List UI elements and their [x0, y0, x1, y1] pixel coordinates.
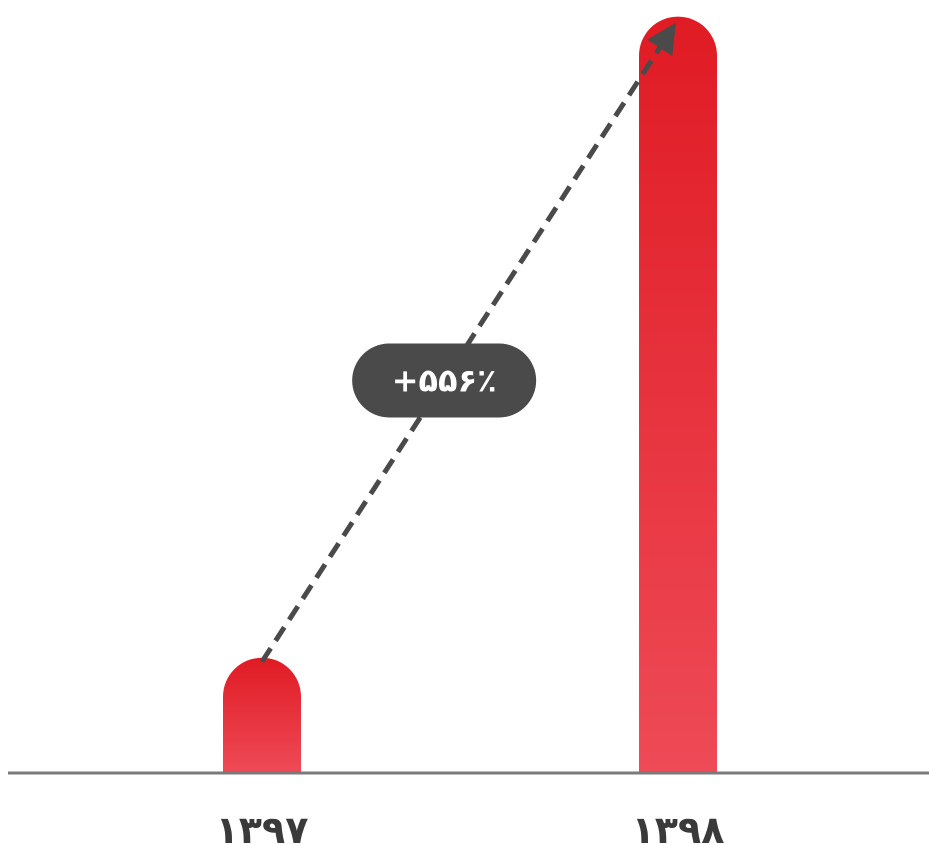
x-tick-label: ۱۳۹۷	[216, 808, 309, 845]
change-arrow-head	[647, 22, 676, 56]
bars-layer	[223, 16, 717, 773]
bar-1	[223, 657, 301, 773]
bar-2	[639, 16, 717, 773]
change-badge-label: +۵۵۶٪	[392, 361, 497, 399]
change-annotation: +۵۵۶٪	[259, 22, 676, 664]
tick-labels: ۱۳۹۷ ۱۳۹۸	[216, 808, 725, 845]
change-badge	[352, 343, 537, 418]
x-tick-label: ۱۳۹۸	[632, 808, 725, 845]
